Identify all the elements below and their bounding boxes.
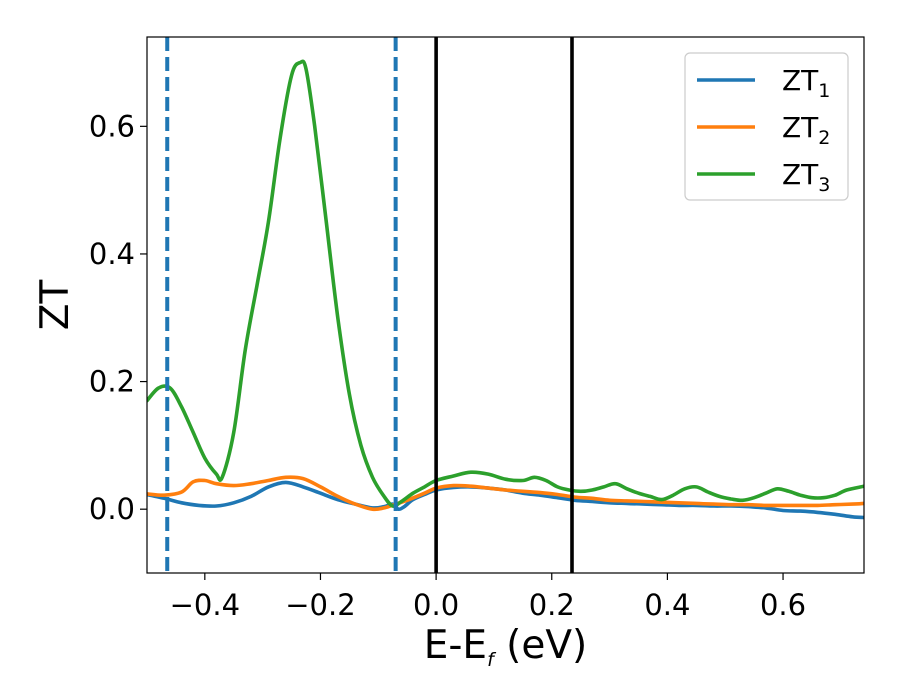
y-axis-label: ZT [33, 280, 78, 331]
legend-label-zt2: ZT2 [782, 111, 830, 149]
x-tick-label: 0.0 [413, 588, 459, 622]
y-tick-label: 0.0 [89, 492, 135, 526]
y-axis: 0.0 0.2 0.4 0.6 [89, 109, 147, 526]
legend-label-zt1: ZT1 [782, 64, 830, 102]
x-tick-label: −0.2 [285, 588, 355, 622]
x-tick-label: 0.4 [644, 588, 690, 622]
x-axis: −0.4 −0.2 0.0 0.2 0.4 0.6 [170, 573, 806, 622]
plot-area [147, 37, 864, 573]
x-tick-label: 0.6 [760, 588, 806, 622]
x-axis-label-base: E-E [424, 623, 487, 668]
series-line-zt3 [147, 59, 864, 508]
y-tick-label: 0.4 [89, 237, 135, 271]
series-line-zt1 [147, 480, 864, 520]
x-axis-label: E-Ef (eV) [424, 623, 588, 671]
x-tick-label: 0.2 [529, 588, 575, 622]
x-tick-label: −0.4 [170, 588, 240, 622]
legend: ZT1 ZT2 ZT3 [684, 52, 849, 201]
x-axis-label-suffix: (eV) [494, 623, 588, 668]
series-line-zt2 [147, 475, 864, 512]
y-tick-label: 0.6 [89, 109, 135, 143]
x-axis-label-subscript: f [487, 649, 497, 671]
legend-label-zt3: ZT3 [782, 158, 830, 196]
legend-box [684, 52, 849, 201]
y-tick-label: 0.2 [89, 365, 135, 399]
plot-frame [146, 36, 865, 574]
